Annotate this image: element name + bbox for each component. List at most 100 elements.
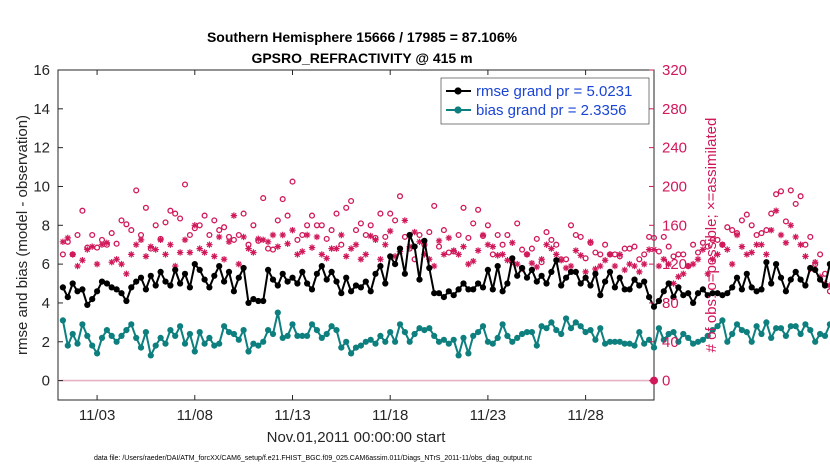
bias-point <box>812 338 819 345</box>
obs-assimilated-marker <box>435 237 443 245</box>
data-file-footer: data file: /Users/raeder/DAI/ATM_forcXX/… <box>94 455 533 462</box>
rmse-point <box>177 280 184 287</box>
bias-point <box>660 336 667 343</box>
obs-assimilated-marker <box>474 247 482 254</box>
obs-assimilated-marker <box>782 239 790 246</box>
rmse-point <box>787 276 794 283</box>
obs-assimilated-marker <box>738 243 746 250</box>
y-tick-label-right: 0 <box>662 373 670 390</box>
rmse-point <box>738 286 746 293</box>
obs-assimilated-marker <box>172 262 179 270</box>
obs-possible-marker <box>548 236 555 243</box>
obs-assimilated-marker <box>372 236 379 244</box>
obs-assimilated-marker <box>362 251 369 258</box>
chart-subtitle: GPSRO_REFRACTIVITY @ 415 m <box>251 50 472 66</box>
obs-possible-marker <box>724 224 731 231</box>
bias-point <box>64 342 71 349</box>
obs-possible-marker <box>128 227 135 234</box>
rmse-point <box>250 296 257 303</box>
obs-possible-marker <box>59 251 66 258</box>
rmse-point <box>343 274 350 281</box>
bias-point <box>69 330 76 338</box>
obs-possible-marker <box>79 207 86 214</box>
bias-point <box>460 334 467 341</box>
bias-point <box>265 327 272 334</box>
legend-rmse-label: rmse grand pr = 5.0231 <box>476 83 632 100</box>
rmse-point <box>186 284 193 291</box>
rmse-point <box>318 263 325 270</box>
bias-point <box>572 319 579 326</box>
obs-possible-marker <box>250 222 257 229</box>
bias-point <box>269 330 277 338</box>
rmse-point <box>352 282 360 289</box>
bias-point <box>787 323 794 330</box>
obs-assimilated-marker <box>299 248 306 255</box>
rmse-point <box>235 274 242 281</box>
obs-assimilated-marker <box>108 258 115 266</box>
obs-possible-marker <box>519 246 526 253</box>
obs-possible-marker <box>572 231 579 239</box>
bias-point <box>142 329 149 336</box>
rmse-point <box>494 263 501 270</box>
bias-point <box>348 350 355 357</box>
axis-ticks: 11/03 11/08 11/13 11/18 11/23 11/28 0 2 4 6 8 10 12 1… <box>33 62 687 424</box>
obs-assimilated-marker <box>79 257 86 264</box>
obs-assimilated-marker <box>802 253 809 260</box>
rmse-point <box>626 286 633 293</box>
obs-possible-marker <box>113 240 120 247</box>
bias-point <box>553 327 560 334</box>
obs-assimilated-marker <box>240 233 247 241</box>
rmse-point <box>338 290 345 297</box>
bias-point <box>206 334 213 341</box>
rmse-point <box>782 288 790 295</box>
obs-assimilated-marker <box>753 241 760 248</box>
bias-point <box>690 340 697 347</box>
x-tick-label: 11/18 <box>372 407 408 424</box>
obs-assimilated-marker <box>763 251 770 258</box>
bias-point <box>641 340 648 347</box>
obs-possible-marker <box>694 249 702 256</box>
rmse-point <box>475 280 482 287</box>
obs-assimilated-marker <box>377 256 384 263</box>
rmse-point <box>108 284 115 291</box>
obs-assimilated-marker <box>430 262 438 270</box>
obs-possible-marker <box>729 227 736 234</box>
rmse-point <box>333 278 340 285</box>
bias-point <box>802 321 809 328</box>
rmse-point <box>514 272 521 279</box>
bias-point <box>177 323 184 330</box>
obs-assimilated-marker <box>670 280 677 287</box>
obs-assimilated-marker <box>303 231 311 239</box>
bias-point <box>606 338 614 345</box>
bias-point <box>733 321 741 328</box>
rmse-point <box>377 263 384 270</box>
bias-point <box>172 332 179 339</box>
rmse-point <box>470 286 477 293</box>
obs-assimilated-marker <box>538 256 545 263</box>
bias-point <box>777 325 785 332</box>
legend-box <box>440 77 650 125</box>
rmse-point <box>372 270 379 277</box>
obs-assimilated-marker <box>748 249 755 256</box>
rmse-point <box>269 276 277 283</box>
bias-point <box>157 334 164 341</box>
bias-point <box>181 340 189 347</box>
rmse-point <box>69 280 76 287</box>
rmse-point <box>714 290 721 297</box>
rmse-point <box>743 270 750 277</box>
bias-point <box>396 321 404 328</box>
obs-possible-marker <box>553 241 560 248</box>
bias-point <box>709 327 716 334</box>
obs-possible-marker <box>274 217 281 224</box>
bias-point <box>685 334 692 341</box>
obs-possible-marker <box>162 219 169 226</box>
bias-point <box>504 332 511 339</box>
obs-possible-marker <box>74 231 81 239</box>
bias-point <box>235 336 242 343</box>
obs-assimilated-marker <box>675 273 682 280</box>
obs-assimilated-marker <box>484 241 492 248</box>
obs-assimilated-marker <box>245 245 252 252</box>
bias-point <box>308 321 316 328</box>
obs-assimilated-marker <box>631 262 638 270</box>
obs-possible-marker <box>177 215 184 222</box>
